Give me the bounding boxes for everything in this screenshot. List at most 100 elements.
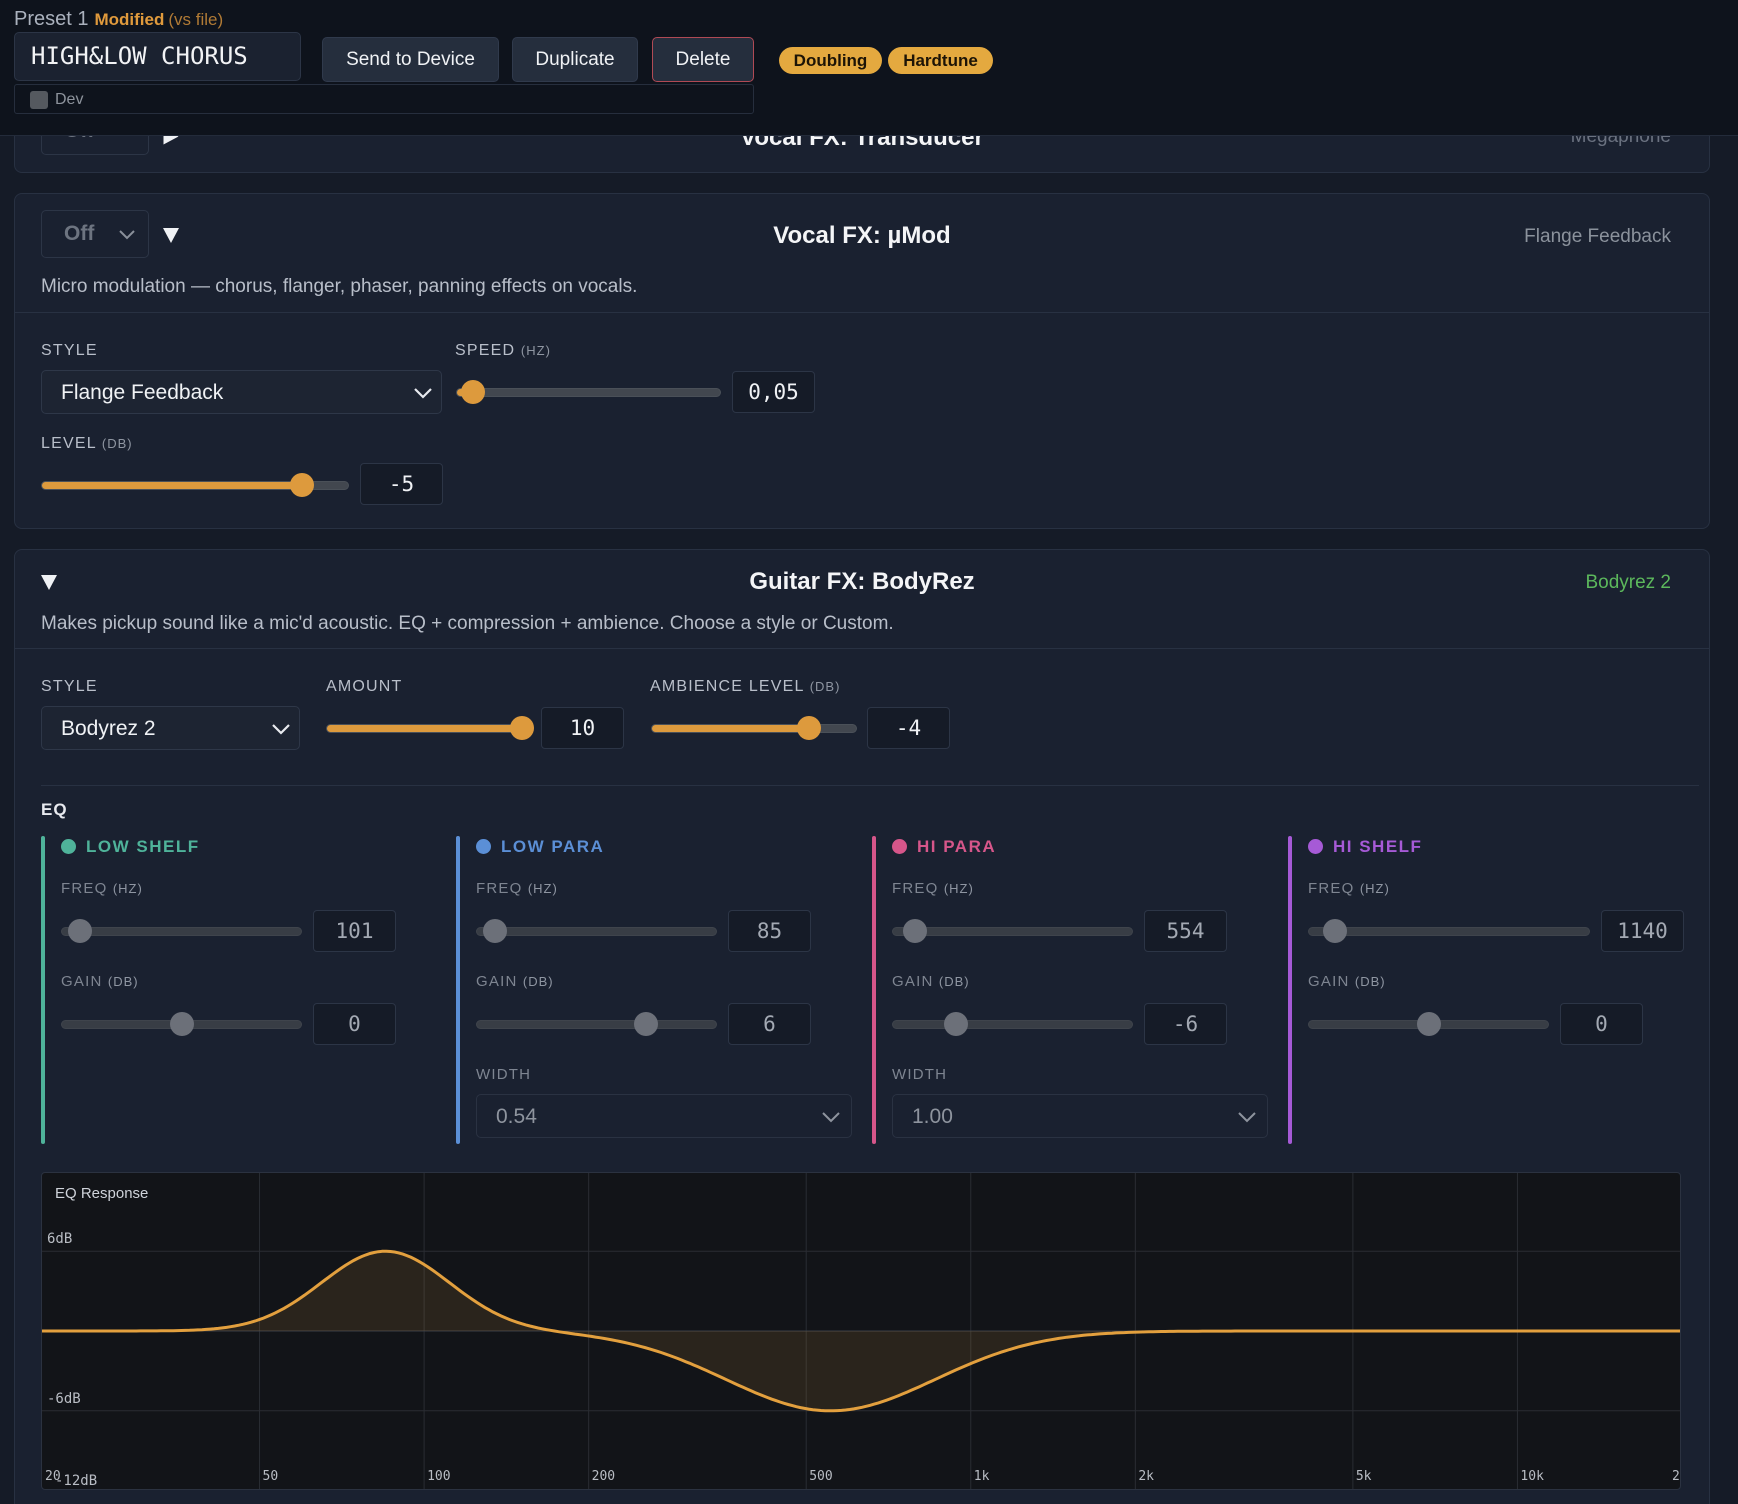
dev-checkbox[interactable]	[30, 91, 48, 109]
band-width-value: 1.00	[912, 1105, 953, 1128]
band-gain-label: GAIN (DB)	[61, 973, 139, 990]
eq-title: EQ	[41, 800, 68, 819]
band-gain-slider[interactable]	[892, 1012, 1133, 1036]
band-color-dot	[1308, 839, 1323, 854]
band-color-dot	[892, 839, 907, 854]
freq-tick-label: 200	[591, 1469, 616, 1484]
collapse-triangle-icon[interactable]	[163, 228, 179, 243]
tag-doubling[interactable]: Doubling	[779, 47, 882, 74]
band-freq-label: FREQ (HZ)	[476, 880, 558, 897]
band-gain-value[interactable]: 0	[313, 1003, 396, 1045]
umod-style-select[interactable]: Flange Feedback	[41, 370, 442, 414]
preset-label: Preset 1	[14, 8, 89, 30]
slider-thumb[interactable]	[510, 716, 534, 740]
slider-thumb[interactable]	[67, 919, 92, 943]
slider-thumb[interactable]	[289, 473, 314, 497]
slider-thumb[interactable]	[1323, 919, 1348, 943]
freq-tick-label: 5k	[1355, 1469, 1372, 1484]
eq-response-graph: EQ Response 6dB -6dB -12dB 20 50 100 200 500…	[41, 1172, 1681, 1490]
band-color-dot	[61, 839, 76, 854]
chevron-down-icon	[1238, 1112, 1256, 1123]
chevron-down-icon	[272, 724, 290, 735]
band-width-select[interactable]: 1.00	[892, 1094, 1268, 1138]
umod-level-value[interactable]: -5	[360, 463, 443, 505]
slider-thumb[interactable]	[944, 1012, 969, 1036]
delete-button[interactable]: Delete	[652, 37, 754, 82]
db-label: -12dB	[55, 1473, 98, 1489]
bodyrez-title: Guitar FX: BodyRez	[749, 568, 975, 595]
band-gain-value[interactable]: 6	[728, 1003, 811, 1045]
preset-status: Preset 1 Modified (vs file)	[14, 8, 223, 31]
umod-power-select[interactable]: Off	[41, 210, 149, 258]
slider-thumb[interactable]	[634, 1012, 659, 1036]
band-width-label: WIDTH	[476, 1066, 532, 1083]
band-gain-slider[interactable]	[61, 1012, 302, 1036]
band-gain-value[interactable]: 0	[1560, 1003, 1643, 1045]
umod-style-value: Flange Feedback	[61, 381, 224, 404]
freq-tick-label: 50	[262, 1469, 279, 1484]
band-accent-bar	[872, 836, 876, 1144]
band-width-value: 0.54	[496, 1105, 537, 1128]
bodyrez-amount-slider[interactable]	[326, 716, 534, 740]
send-to-device-button[interactable]: Send to Device	[322, 37, 499, 82]
band-freq-value[interactable]: 1140	[1601, 910, 1684, 952]
bodyrez-amount-label: AMOUNT	[326, 678, 403, 695]
response-area	[42, 1251, 1680, 1411]
umod-level-slider[interactable]	[41, 473, 349, 497]
band-freq-slider[interactable]	[476, 919, 717, 943]
band-freq-value[interactable]: 85	[728, 910, 811, 952]
slider-thumb[interactable]	[482, 919, 507, 943]
band-gain-label: GAIN (DB)	[476, 973, 554, 990]
slider-thumb[interactable]	[796, 716, 821, 740]
band-accent-bar	[1288, 836, 1292, 1144]
umod-panel: Off Vocal FX: µMod Flange Feedback Micro…	[14, 193, 1710, 529]
bodyrez-ambience-value[interactable]: -4	[867, 707, 950, 749]
modified-badge: Modified	[94, 10, 165, 29]
band-width-select[interactable]: 0.54	[476, 1094, 852, 1138]
collapse-triangle-icon[interactable]	[41, 575, 57, 590]
chevron-down-icon	[414, 388, 432, 399]
band-freq-slider[interactable]	[892, 919, 1133, 943]
preset-name-input[interactable]: HIGH&LOW CHORUS	[14, 32, 301, 81]
umod-speed-value[interactable]: 0,05	[732, 371, 815, 413]
umod-description: Micro modulation — chorus, flanger, phas…	[41, 276, 638, 297]
freq-tick-label: 20	[45, 1469, 61, 1484]
divider	[41, 785, 1699, 786]
bodyrez-amount-value[interactable]: 10	[541, 707, 624, 749]
db-label: 6dB	[47, 1231, 73, 1247]
band-freq-slider[interactable]	[61, 919, 302, 943]
band-freq-value[interactable]: 101	[313, 910, 396, 952]
vs-file-note: (vs file)	[168, 10, 224, 29]
band-width-label: WIDTH	[892, 1066, 948, 1083]
graph-title: EQ Response	[55, 1185, 149, 1202]
chevron-down-icon	[822, 1112, 840, 1123]
band-freq-slider[interactable]	[1308, 919, 1590, 943]
umod-speed-slider[interactable]	[456, 380, 721, 404]
band-gain-slider[interactable]	[1308, 1012, 1549, 1036]
slider-thumb[interactable]	[902, 919, 927, 943]
slider-thumb[interactable]	[1416, 1012, 1441, 1036]
dev-toggle-row: Dev	[14, 84, 754, 114]
umod-level-label: LEVEL (DB)	[41, 435, 133, 452]
umod-state: Off	[64, 222, 95, 245]
band-name: LOW SHELF	[86, 837, 200, 856]
band-gain-value[interactable]: -6	[1144, 1003, 1227, 1045]
band-color-dot	[476, 839, 491, 854]
tag-hardtune[interactable]: Hardtune	[888, 47, 993, 74]
duplicate-button[interactable]: Duplicate	[512, 37, 638, 82]
slider-thumb[interactable]	[460, 380, 485, 404]
bodyrez-style-select[interactable]: Bodyrez 2	[41, 706, 300, 750]
band-gain-slider[interactable]	[476, 1012, 717, 1036]
bodyrez-style-badge: Bodyrez 2	[1585, 572, 1671, 593]
slider-thumb[interactable]	[169, 1012, 194, 1036]
divider	[15, 312, 1709, 313]
db-label: -6dB	[47, 1391, 81, 1407]
band-freq-label: FREQ (HZ)	[61, 880, 143, 897]
bodyrez-style-value: Bodyrez 2	[61, 717, 156, 740]
band-freq-value[interactable]: 554	[1144, 910, 1227, 952]
band-freq-label: FREQ (HZ)	[1308, 880, 1390, 897]
freq-tick-label: 2k	[1138, 1469, 1154, 1484]
bodyrez-style-label: STYLE	[41, 678, 98, 695]
bodyrez-ambience-slider[interactable]	[651, 716, 857, 740]
umod-style-label: STYLE	[41, 342, 98, 359]
